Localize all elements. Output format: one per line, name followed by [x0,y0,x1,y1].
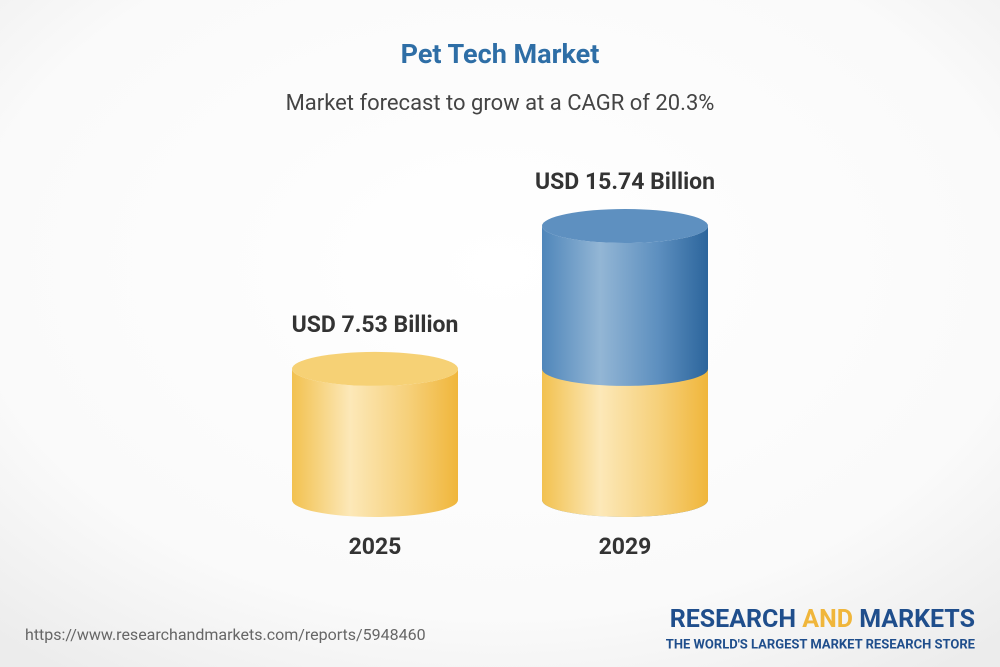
cylinder [542,368,708,517]
x-tick-label: 2025 [349,533,402,560]
brand-tagline: THE WORLD'S LARGEST MARKET RESEARCH STOR… [666,637,976,652]
value-label: USD 7.53 Billion [292,311,459,338]
cylinder-top [542,209,708,243]
brand-word: AND [802,605,853,634]
brand-word: RESEARCH [670,605,796,634]
chart-subtitle: Market forecast to grow at a CAGR of 20.… [286,91,715,116]
x-tick-label: 2029 [599,533,652,560]
brand-word: MARKETS [859,605,975,634]
cylinder-top [292,351,458,386]
chart-title: Pet Tech Market [401,38,600,70]
source-url: https://www.researchandmarkets.com/repor… [25,625,426,644]
cylinder-body [292,368,458,517]
brand-logo: RESEARCH AND MARKETS [670,605,975,634]
value-label: USD 15.74 Billion [535,168,715,195]
cylinder [292,351,458,517]
cylinder-body [542,368,708,517]
